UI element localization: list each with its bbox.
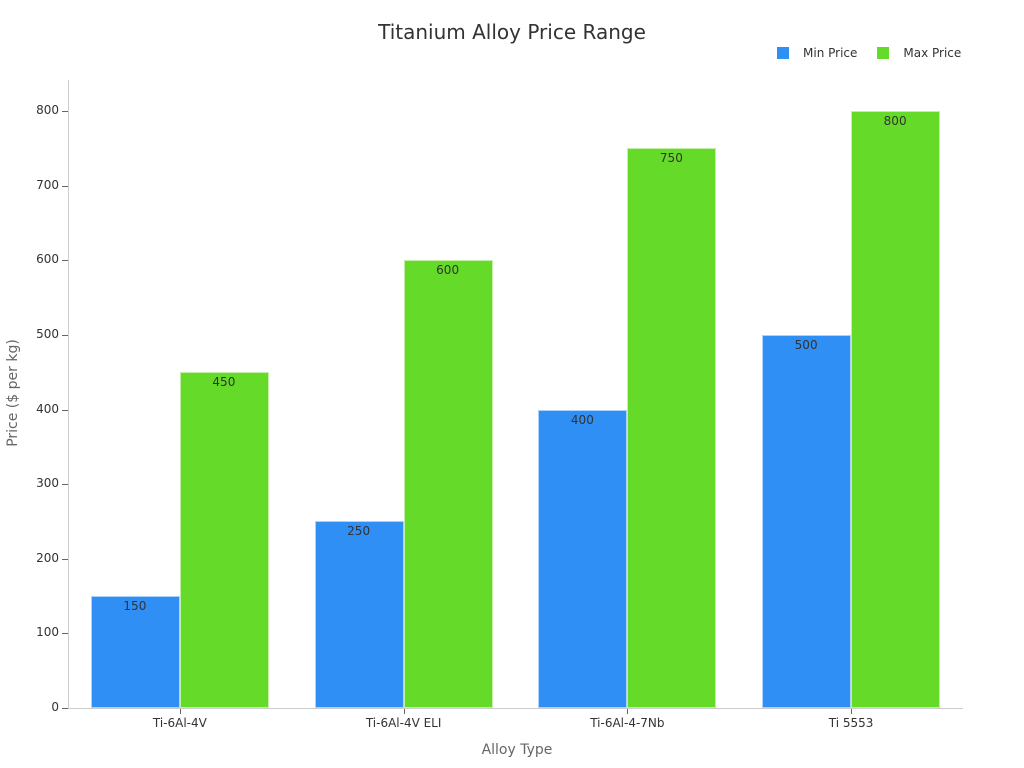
x-axis-title: Alloy Type [481, 742, 553, 758]
bar-min-price[interactable] [90, 596, 180, 708]
chart-title: Titanium Alloy Price Range [378, 20, 646, 44]
x-tick-mark [627, 709, 629, 714]
legend: Min Price Max Price [777, 46, 981, 60]
y-axis-line [68, 80, 69, 708]
y-tick-mark [62, 185, 68, 187]
y-tick-mark [62, 558, 68, 560]
bar-max-price[interactable] [403, 260, 493, 708]
legend-label-max-price: Max Price [903, 46, 962, 60]
y-tick-mark [62, 484, 68, 486]
bar-value-label: 500 [794, 337, 818, 352]
y-tick-mark [62, 111, 68, 112]
x-tick-mark [851, 709, 853, 714]
legend-swatch-max-price [877, 47, 890, 59]
bar-value-label: 450 [212, 375, 236, 390]
y-tick-mark [62, 260, 68, 262]
bar-max-price[interactable] [627, 148, 717, 708]
bar-max-price[interactable] [851, 111, 941, 708]
x-axis-line [68, 708, 963, 709]
y-tick-mark [62, 409, 68, 411]
bar-value-label: 750 [659, 151, 683, 166]
y-tick-mark [62, 633, 68, 635]
y-tick-mark [62, 334, 68, 336]
y-tick-label: 300 [36, 476, 59, 491]
y-tick-label: 500 [36, 326, 59, 341]
x-tick-label: Ti-6Al-4V [152, 716, 207, 730]
x-tick-mark [403, 709, 405, 714]
x-tick-label: Ti 5553 [828, 716, 874, 730]
y-tick-label: 200 [36, 550, 59, 565]
legend-swatch-min-price [777, 47, 789, 59]
bar-value-label: 400 [570, 412, 594, 427]
x-tick-label: Ti-6Al-4-7Nb [590, 716, 665, 730]
y-tick-label: 800 [36, 103, 59, 117]
bar-min-price[interactable] [538, 409, 628, 708]
legend-item-min-price[interactable]: Min Price [777, 46, 857, 60]
x-tick-mark [179, 709, 181, 714]
legend-label-min-price: Min Price [803, 46, 858, 60]
bar-value-label: 250 [347, 524, 371, 539]
bar-value-label: 150 [123, 599, 147, 614]
y-tick-label: 0 [51, 700, 59, 714]
bar-min-price[interactable] [762, 334, 852, 708]
y-tick-label: 600 [36, 252, 59, 267]
legend-item-max-price[interactable]: Max Price [877, 46, 961, 60]
y-tick-label: 100 [36, 625, 59, 640]
bar-value-label: 600 [436, 263, 460, 278]
y-axis-title: Price ($ per kg) [5, 339, 21, 447]
x-tick-label: Ti-6Al-4V ELI [365, 716, 442, 730]
y-tick-label: 700 [36, 177, 59, 192]
bar-value-label: 800 [883, 114, 907, 128]
y-tick-mark [62, 708, 68, 709]
bar-max-price[interactable] [179, 372, 269, 708]
bar-min-price[interactable] [314, 521, 404, 708]
y-tick-label: 400 [36, 401, 59, 416]
